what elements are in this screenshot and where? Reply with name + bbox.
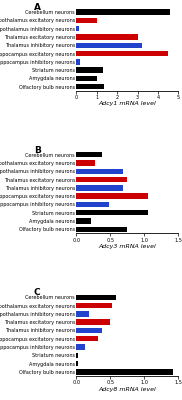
X-axis label: Adcy1 mRNA level: Adcy1 mRNA level: [98, 102, 156, 106]
Bar: [76, 185, 123, 190]
Bar: [76, 328, 102, 333]
Bar: [76, 294, 116, 300]
Bar: [76, 26, 80, 32]
Bar: [76, 218, 91, 224]
Text: C: C: [34, 288, 40, 297]
Bar: [76, 59, 80, 64]
Bar: [76, 10, 170, 15]
Bar: [76, 202, 109, 207]
X-axis label: Adcy3 mRNA level: Adcy3 mRNA level: [98, 244, 156, 249]
Bar: [76, 76, 97, 81]
X-axis label: Adcy8 mRNA level: Adcy8 mRNA level: [98, 386, 156, 392]
Bar: [76, 336, 98, 341]
Text: B: B: [34, 146, 41, 154]
Bar: [76, 168, 123, 174]
Bar: [76, 152, 102, 157]
Bar: [76, 320, 110, 325]
Bar: [76, 68, 103, 73]
Bar: [76, 51, 168, 56]
Bar: [76, 227, 127, 232]
Bar: [76, 84, 104, 90]
Bar: [76, 361, 78, 366]
Bar: [76, 369, 173, 374]
Bar: [76, 311, 89, 316]
Bar: [76, 177, 127, 182]
Bar: [76, 194, 148, 199]
Bar: [76, 34, 138, 40]
Bar: [76, 160, 96, 166]
Bar: [76, 210, 148, 216]
Bar: [76, 18, 97, 23]
Bar: [76, 43, 142, 48]
Bar: [76, 344, 85, 350]
Bar: [76, 303, 112, 308]
Text: A: A: [34, 3, 41, 12]
Bar: [76, 352, 78, 358]
